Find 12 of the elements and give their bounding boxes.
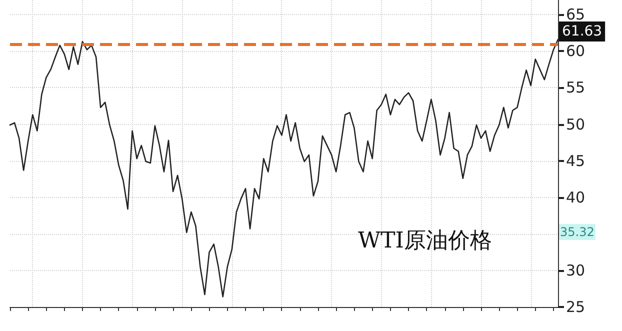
text: 61.63: [562, 23, 602, 40]
y-tick-label: 65: [566, 6, 586, 24]
y-tick-label: 60: [566, 42, 586, 60]
y-tick-label: 40: [566, 188, 586, 206]
y-tick-label: 50: [566, 115, 586, 134]
text: WTI原油价格: [358, 228, 492, 254]
text: 35.32: [560, 225, 594, 239]
y-tick-label: 30: [566, 261, 586, 280]
line-series: [9, 38, 559, 298]
y-tick-label: 45: [566, 152, 586, 170]
y-tick-label: 55: [566, 78, 586, 97]
y-tick-label: 25: [566, 298, 586, 316]
